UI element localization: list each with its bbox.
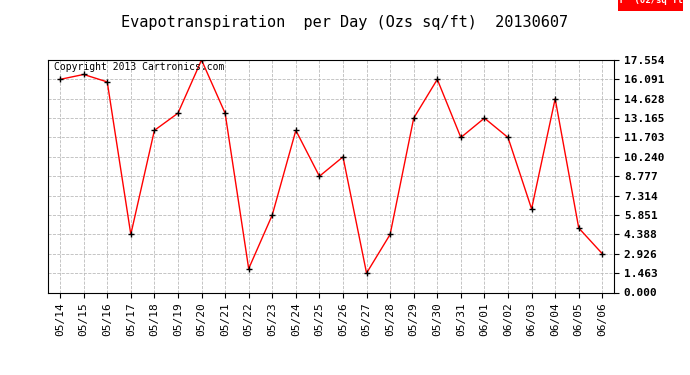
Text: ET  (0z/sq ft): ET (0z/sq ft) [613,0,688,6]
Text: Evapotranspiration  per Day (Ozs sq/ft)  20130607: Evapotranspiration per Day (Ozs sq/ft) 2… [121,15,569,30]
Text: Copyright 2013 Cartronics.com: Copyright 2013 Cartronics.com [54,62,224,72]
